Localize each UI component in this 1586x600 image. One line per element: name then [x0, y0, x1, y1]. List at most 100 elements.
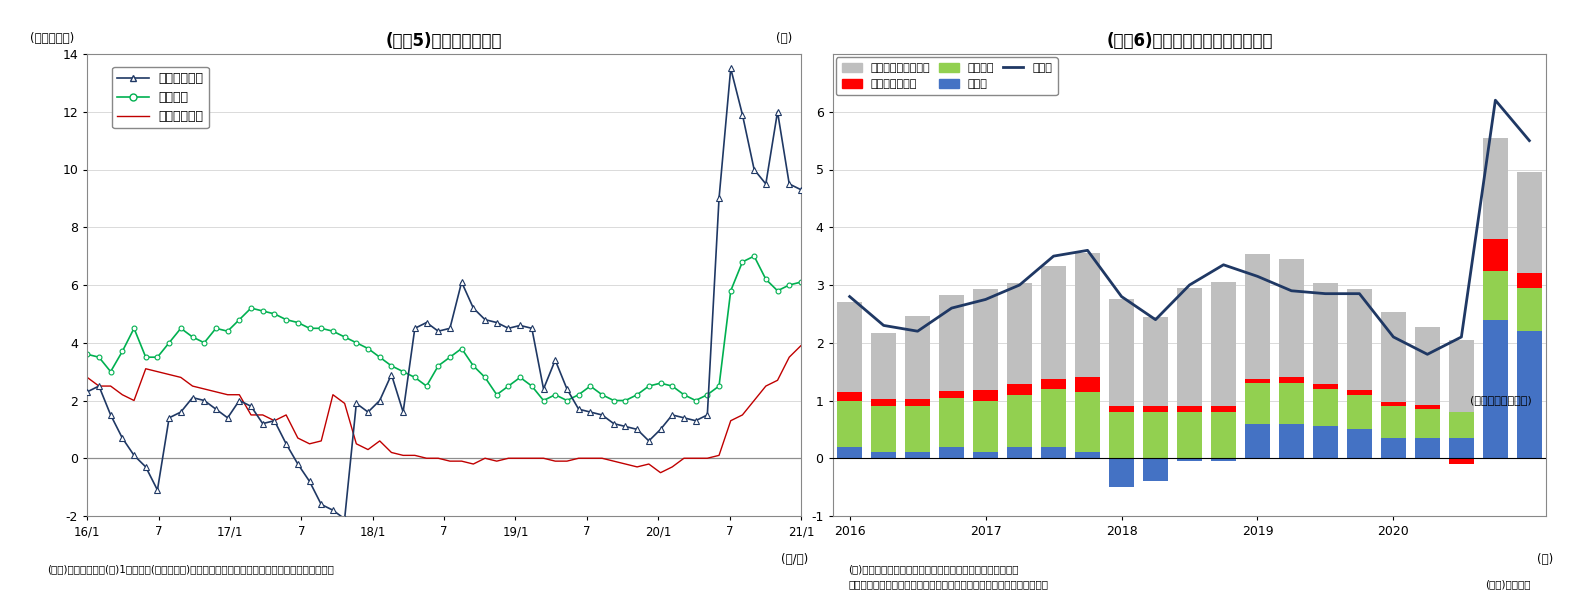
- Bar: [972, 390, 998, 401]
- 総貸出: [1044, 253, 1063, 260]
- Text: (注)国内銀行行勘定、個人による貸家業は不動産業に含む、: (注)国内銀行行勘定、個人による貸家業は不動産業に含む、: [849, 564, 1020, 574]
- Bar: [1007, 385, 1032, 395]
- Bar: [972, 289, 998, 390]
- 総貸出: [874, 322, 893, 329]
- 総貸出: [1451, 334, 1470, 341]
- 総貸出: [1112, 293, 1131, 300]
- Bar: [1040, 379, 1066, 389]
- 総貸出: [1316, 290, 1335, 297]
- Bar: [1245, 254, 1270, 379]
- Bar: [939, 391, 964, 398]
- Text: (％): (％): [776, 32, 791, 45]
- Bar: [1448, 438, 1473, 458]
- Bar: [1278, 383, 1304, 424]
- Bar: [1210, 282, 1235, 406]
- Bar: [1109, 458, 1134, 487]
- 総貸出: [1350, 290, 1369, 297]
- Bar: [1177, 288, 1202, 406]
- Bar: [1245, 379, 1270, 383]
- Bar: [1381, 438, 1407, 458]
- 総貸出: [1078, 247, 1098, 254]
- Bar: [1415, 326, 1440, 404]
- Text: (四半期末残ベース): (四半期末残ベース): [1470, 395, 1532, 405]
- Bar: [1075, 377, 1101, 392]
- Bar: [1516, 288, 1542, 331]
- Bar: [1210, 458, 1235, 461]
- Bar: [1415, 409, 1440, 438]
- Bar: [837, 302, 863, 392]
- Bar: [837, 446, 863, 458]
- Bar: [1177, 412, 1202, 458]
- Bar: [1278, 424, 1304, 458]
- Bar: [1313, 389, 1339, 427]
- Bar: [939, 446, 964, 458]
- 総貸出: [1248, 273, 1267, 280]
- Bar: [1075, 392, 1101, 452]
- Text: 対面サービス業は、飲食、宿泊、生活関連サービス・娯楽業の合計: 対面サービス業は、飲食、宿泊、生活関連サービス・娯楽業の合計: [849, 579, 1048, 589]
- Bar: [1075, 253, 1101, 377]
- 総貸出: [975, 296, 994, 303]
- Bar: [1245, 424, 1270, 458]
- Title: (図袅5)貸出先別貸出金: (図袅5)貸出先別貸出金: [385, 32, 503, 50]
- 総貸出: [1180, 281, 1199, 289]
- Line: 総貸出: 総貸出: [850, 100, 1529, 354]
- Bar: [1516, 331, 1542, 458]
- Bar: [1144, 406, 1169, 412]
- Bar: [1448, 458, 1473, 464]
- Bar: [939, 398, 964, 446]
- Title: (図袅6)貸出伸び率の業種別寄与度: (図袅6)貸出伸び率の業種別寄与度: [1107, 32, 1272, 50]
- Bar: [1007, 283, 1032, 385]
- Bar: [1210, 406, 1235, 412]
- Bar: [1483, 271, 1508, 320]
- Bar: [1313, 283, 1339, 385]
- Legend: 大・中堅企業, 中小企業, 地方公共団体: 大・中堅企業, 中小企業, 地方公共団体: [113, 67, 209, 128]
- Bar: [972, 452, 998, 458]
- 総貸出: [1385, 334, 1404, 341]
- Bar: [1040, 266, 1066, 379]
- Bar: [1516, 274, 1542, 288]
- Bar: [972, 401, 998, 452]
- 総貸出: [942, 305, 961, 312]
- Bar: [1278, 259, 1304, 377]
- Bar: [1516, 172, 1542, 274]
- Bar: [1313, 385, 1339, 389]
- 総貸出: [1486, 97, 1505, 104]
- Bar: [1075, 452, 1101, 458]
- Bar: [1483, 138, 1508, 239]
- 総貸出: [1010, 281, 1029, 289]
- 総貸出: [1418, 350, 1437, 358]
- Bar: [1381, 406, 1407, 438]
- Bar: [1109, 406, 1134, 412]
- Bar: [1040, 389, 1066, 446]
- Bar: [871, 400, 896, 406]
- Bar: [1007, 395, 1032, 446]
- Bar: [939, 295, 964, 391]
- Bar: [906, 400, 931, 406]
- Bar: [1144, 412, 1169, 458]
- Bar: [1109, 412, 1134, 458]
- Bar: [1381, 312, 1407, 401]
- Bar: [1144, 317, 1169, 406]
- Bar: [1278, 377, 1304, 383]
- Bar: [871, 452, 896, 458]
- Text: (年): (年): [1537, 553, 1554, 566]
- Text: (資料)日本銀行: (資料)日本銀行: [1484, 579, 1530, 589]
- Bar: [906, 406, 931, 452]
- Bar: [871, 333, 896, 400]
- Bar: [1144, 458, 1169, 481]
- Text: (資料)日本銀行　　(注)1月分まで(末残ベース)、大・中堅企業は「法人」－「中小企業」にて算出: (資料)日本銀行 (注)1月分まで(末残ベース)、大・中堅企業は「法人」－「中小…: [48, 564, 335, 574]
- Bar: [1040, 446, 1066, 458]
- Bar: [1381, 401, 1407, 406]
- Legend: その他産業・個人等, 対面サービス業, 不動産業, 製造業, 総貸出: その他産業・個人等, 対面サービス業, 不動産業, 製造業, 総貸出: [836, 58, 1058, 95]
- 総貸出: [841, 293, 860, 300]
- Bar: [1313, 427, 1339, 458]
- Bar: [1347, 390, 1372, 395]
- Bar: [871, 406, 896, 452]
- Bar: [1177, 458, 1202, 461]
- 総貸出: [1519, 137, 1538, 144]
- Text: (年/月): (年/月): [780, 553, 809, 566]
- Bar: [1109, 299, 1134, 406]
- Bar: [1415, 438, 1440, 458]
- Bar: [1483, 239, 1508, 271]
- Bar: [1448, 412, 1473, 438]
